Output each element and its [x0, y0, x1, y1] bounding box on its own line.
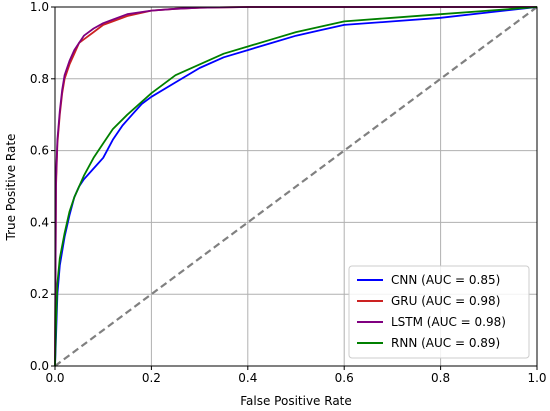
x-tick-label: 0.2	[142, 371, 161, 385]
y-tick-label: 0.6	[30, 144, 49, 158]
legend-label-lstm: LSTM (AUC = 0.98)	[391, 315, 506, 329]
y-axis-label: True Positive Rate	[4, 134, 18, 242]
y-tick-label: 0.0	[30, 359, 49, 373]
x-tick-label: 0.8	[431, 371, 450, 385]
y-tick-label: 0.4	[30, 215, 49, 229]
x-tick-label: 0.0	[45, 371, 64, 385]
x-axis-label: False Positive Rate	[240, 394, 352, 408]
x-tick-label: 0.6	[335, 371, 354, 385]
grid	[54, 6, 538, 367]
series-line-rnn	[54, 6, 538, 367]
ticks: 0.0 0.2 0.4 0.6 0.8 1.0 0.0 0.2 0.4 0.6 0.8 1.0	[30, 0, 547, 385]
x-tick-label: 1.0	[527, 371, 546, 385]
series-group	[54, 6, 538, 367]
reference-diagonal-line	[54, 6, 538, 367]
legend: CNN (AUC = 0.85) GRU (AUC = 0.98) LSTM (AU…	[348, 265, 530, 359]
y-tick-label: 1.0	[30, 0, 49, 14]
legend-label-cnn: CNN (AUC = 0.85)	[391, 273, 500, 287]
legend-label-gru: GRU (AUC = 0.98)	[391, 294, 500, 308]
series-line-lstm	[54, 6, 537, 367]
x-tick-label: 0.4	[238, 371, 257, 385]
y-tick-label: 0.2	[30, 287, 49, 301]
y-tick-label: 0.8	[30, 72, 49, 86]
legend-box	[348, 265, 530, 359]
plot-frame	[54, 6, 538, 367]
legend-label-rnn: RNN (AUC = 0.89)	[391, 336, 500, 350]
reference-line-group	[54, 6, 538, 367]
